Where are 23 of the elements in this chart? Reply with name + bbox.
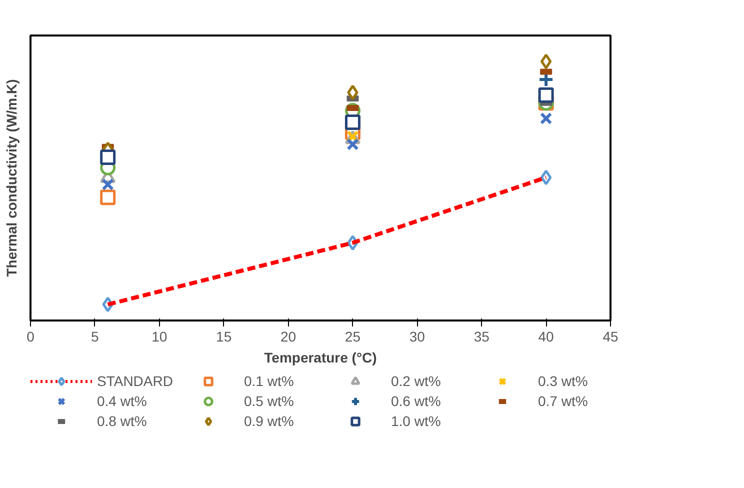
x-tick-label: 25 xyxy=(344,328,361,344)
legend-label: 0.4 wt% xyxy=(97,392,148,410)
legend-label: STANDARD xyxy=(97,372,174,390)
x-tick-label: 35 xyxy=(474,328,490,344)
x-tick-label: 40 xyxy=(538,328,554,344)
y-axis-title: Thermal conductivity (W/m.K) xyxy=(4,79,20,277)
x-tick-label: 10 xyxy=(152,328,168,344)
legend-label: 0.2 wt% xyxy=(391,372,442,390)
x-axis-title: Temperature (°C) xyxy=(264,350,377,366)
x-tick-label: 30 xyxy=(409,328,426,344)
legend-label: 0.9 wt% xyxy=(244,412,295,430)
legend-label: 0.1 wt% xyxy=(244,372,295,390)
legend-label: 0.5 wt% xyxy=(244,392,295,410)
x-tick-label: 45 xyxy=(602,328,618,344)
x-tick-label: 5 xyxy=(91,328,100,344)
legend-label: 0.7 wt% xyxy=(538,392,589,410)
legend-label: 0.6 wt% xyxy=(391,392,442,410)
x-tick-label: 20 xyxy=(280,328,296,344)
legend-label: 0.8 wt% xyxy=(97,412,148,430)
x-tick-label: 15 xyxy=(216,328,232,344)
x-tick-label: 0 xyxy=(26,328,35,344)
legend-label: 0.3 wt% xyxy=(538,372,589,390)
legend-label: 1.0 wt% xyxy=(391,412,442,430)
